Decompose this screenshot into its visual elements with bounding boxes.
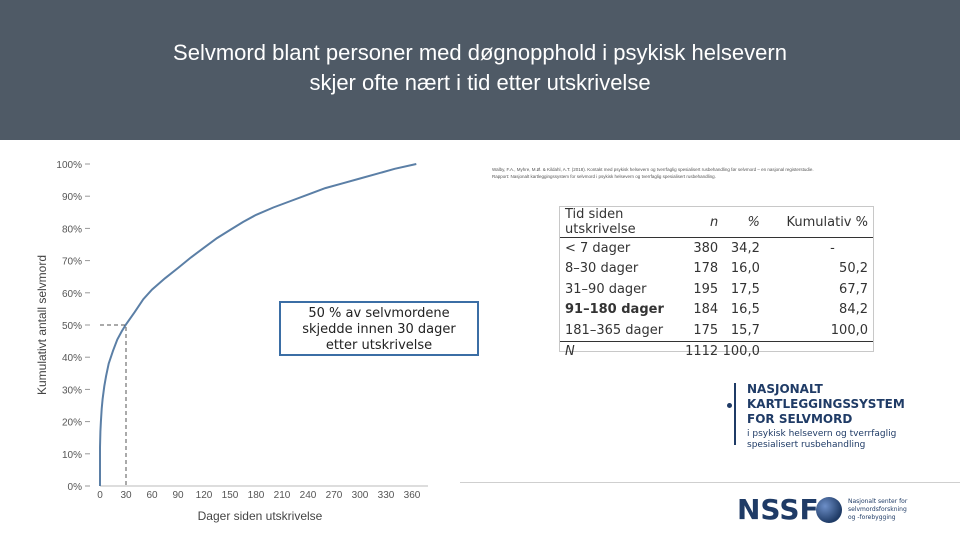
data-table: Tid siden utskrivelse n % Kumulativ % < …: [559, 206, 874, 362]
total-pct: 100,0: [718, 340, 760, 362]
row-n: 178: [693, 261, 719, 277]
col-header-cum: Kumulativ %: [759, 207, 873, 238]
row-pct: 15,7: [730, 322, 760, 338]
annotation-box: 50 % av selvmordene skjedde innen 30 dag…: [279, 301, 479, 356]
y-tick-label: 40%: [62, 353, 82, 364]
logo-line1: NASJONALT: [747, 382, 823, 396]
row-cum: 67,7: [839, 281, 868, 297]
nssf-sub2: selvmordsforskning: [848, 506, 907, 513]
x-tick-label: 180: [248, 490, 265, 501]
row-n: 175: [693, 322, 719, 338]
slide-title: Selvmord blant personer med døgnopphold …: [60, 38, 900, 98]
table-row: 181–365 dager 175 15,7 100,0: [560, 320, 873, 341]
row-pct: 34,2: [730, 240, 760, 256]
x-tick-label: 60: [146, 490, 158, 501]
source-citation: Walby, F.A., Myhre, M.Ø. & Kildahl, A.T.…: [492, 166, 932, 180]
x-tick-label: 90: [172, 490, 184, 501]
nssf-sub1: Nasjonalt senter for: [848, 498, 908, 505]
nssf-sub3: og -forebygging: [848, 514, 896, 521]
x-tick-label: 270: [326, 490, 343, 501]
x-tick-label: 240: [300, 490, 317, 501]
cumulative-suicide-chart: 0% 10% 20% 30% 40% 50% 60% 70% 80% 90% 100% 0 30 60 90…: [35, 160, 428, 523]
col-header-time: Tid siden utskrivelse: [560, 207, 680, 238]
row-label: 31–90 dager: [565, 281, 647, 297]
nssf-subtitle: Nasjonalt senter for selvmordsforskning …: [848, 498, 907, 522]
y-tick-label: 70%: [62, 257, 82, 268]
col-header-pct: %: [718, 207, 760, 238]
row-n: 380: [693, 240, 719, 256]
row-cum: 100,0: [830, 322, 868, 338]
row-cum: 50,2: [839, 261, 868, 277]
y-tick-label: 90%: [62, 192, 82, 203]
x-tick-label: 330: [378, 490, 395, 501]
row-label: 91–180 dager: [565, 302, 664, 318]
total-n: 1112: [679, 340, 719, 362]
nasjonalt-kartleggingssystem-logo: NASJONALT KARTLEGGINGSSYSTEM FOR SELVMOR…: [727, 378, 927, 458]
logo-bar-icon: [734, 383, 736, 445]
y-tick-label: 50%: [62, 321, 82, 332]
annotation-line3: etter utskrivelse: [325, 338, 433, 353]
citation-line1: Walby, F.A., Myhre, M.Ø. & Kildahl, A.T.…: [492, 167, 814, 172]
x-tick-label: 120: [196, 490, 213, 501]
row-cum: -: [830, 240, 835, 256]
col-header-n: n: [679, 207, 719, 238]
annotation-line1: 50 % av selvmordene: [308, 306, 450, 321]
slide-title-line2: skjer ofte nært i tid etter utskrivelse: [309, 70, 651, 95]
row-n: 184: [693, 302, 719, 318]
total-label: N: [560, 340, 680, 362]
x-axis-label: Dager siden utskrivelse: [198, 509, 323, 523]
row-label: 181–365 dager: [565, 322, 664, 338]
table-row: 8–30 dager 178 16,0 50,2: [560, 259, 873, 280]
x-tick-label: 360: [404, 490, 421, 501]
annotation-line2: skjedde innen 30 dager: [302, 322, 456, 337]
y-tick-label: 60%: [62, 289, 82, 300]
reference-dashed-line: [100, 324, 127, 486]
logo-sub1: i psykisk helsevern og tverrfaglig: [747, 429, 897, 439]
y-tick-label: 20%: [62, 418, 82, 429]
y-tick-label: 10%: [62, 450, 82, 461]
title-bar: Selvmord blant personer med døgnopphold …: [0, 0, 960, 140]
x-tick-label: 30: [120, 490, 132, 501]
row-pct: 16,0: [730, 261, 760, 277]
logo-line2: KARTLEGGINGSSYSTEM: [747, 397, 905, 411]
x-tick-label: 300: [352, 490, 369, 501]
x-tick-label: 150: [222, 490, 239, 501]
logo-dot-icon: [727, 403, 732, 408]
citation-line2: Rapport: Nasjonalt kartleggingssystem fo…: [492, 174, 716, 179]
row-n: 195: [693, 281, 719, 297]
row-label: < 7 dager: [565, 240, 631, 256]
slide-title-line1: Selvmord blant personer med døgnopphold …: [173, 40, 787, 65]
y-tick-label: 80%: [62, 224, 82, 235]
y-axis-label: Kumulativt antall selvmord: [35, 255, 49, 395]
row-pct: 16,5: [730, 302, 760, 318]
total-cum: [759, 340, 873, 362]
table-header-row: Tid siden utskrivelse n % Kumulativ %: [560, 207, 873, 238]
logo-line3: FOR SELVMORD: [747, 412, 853, 426]
row-pct: 17,5: [730, 281, 760, 297]
y-tick-label: 100%: [56, 160, 82, 171]
x-tick-label: 0: [97, 490, 103, 501]
table-total-row: N 1112 100,0: [560, 340, 873, 362]
table-row: 91–180 dager 184 16,5 84,2: [560, 300, 873, 321]
footer-divider: [460, 482, 960, 483]
table-row: < 7 dager 380 34,2 -: [560, 238, 873, 259]
globe-icon: [816, 497, 842, 523]
y-tick-label: 0%: [68, 482, 83, 493]
nssf-logo-text: NSSF: [737, 493, 819, 526]
row-label: 8–30 dager: [565, 261, 639, 277]
table-row: 31–90 dager 195 17,5 67,7: [560, 279, 873, 300]
logo-sub2: spesialisert rusbehandling: [747, 440, 866, 450]
row-cum: 84,2: [839, 302, 868, 318]
y-tick-label: 30%: [62, 385, 82, 396]
cumulative-curve: [99, 163, 417, 486]
x-tick-label: 210: [274, 490, 291, 501]
